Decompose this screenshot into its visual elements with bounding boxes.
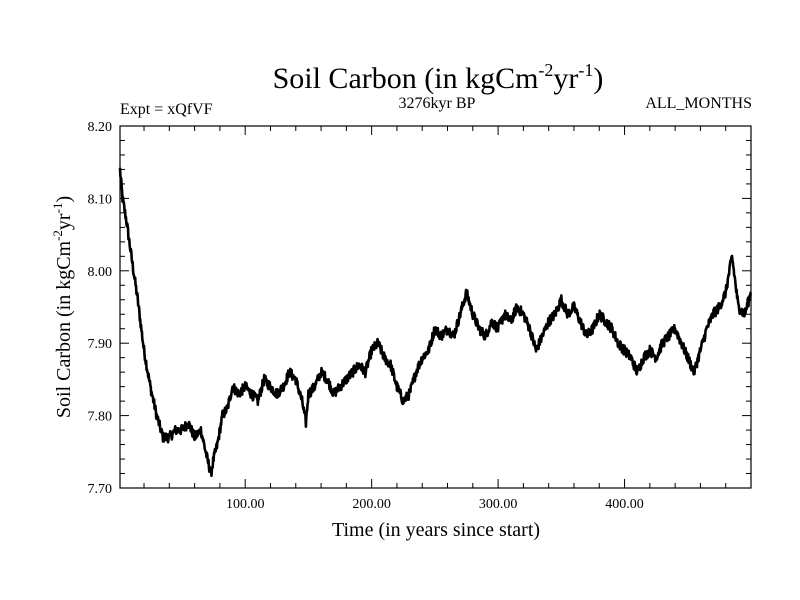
y-axis-label-sup2: -1	[50, 203, 65, 214]
chart-title-sup2: -1	[578, 60, 593, 80]
y-tick-label: 7.70	[88, 482, 113, 497]
y-axis-ticks	[120, 125, 751, 489]
y-axis-tick-labels: 7.70 7.80 7.90 8.00 8.10 8.20	[88, 120, 113, 497]
period-label: 3276kyr BP	[399, 95, 476, 112]
series-line-soil-carbon	[118, 167, 752, 478]
chart-title: Soil Carbon (in kgCm-2yr-1)	[273, 60, 604, 95]
chart-title-mid: yr	[553, 62, 578, 95]
plot-frame	[119, 125, 752, 489]
y-tick-label: 7.90	[88, 337, 113, 352]
x-tick-label: 100.00	[226, 497, 265, 512]
y-axis-label: Soil Carbon (in kgCm-2yr-1)	[50, 196, 75, 418]
x-axis-label: Time (in years since start)	[332, 519, 540, 541]
y-axis-label-mid: yr	[53, 213, 75, 230]
months-label: ALL_MONTHS	[645, 95, 752, 112]
y-tick-label: 8.20	[88, 120, 113, 135]
experiment-label: Expt = xQfVF	[120, 101, 213, 118]
x-tick-label: 300.00	[479, 497, 518, 512]
y-axis-label-sup1: -2	[50, 230, 65, 241]
y-tick-label: 8.10	[88, 192, 113, 207]
chart-title-sup1: -2	[538, 60, 553, 80]
chart-title-end: )	[593, 62, 603, 95]
chart-title-main: Soil Carbon (in kgCm	[273, 62, 539, 95]
x-axis-tick-labels: 100.00 200.00 300.00 400.00	[226, 497, 644, 512]
y-tick-label: 8.00	[88, 265, 113, 280]
x-axis-ticks	[143, 126, 727, 488]
x-tick-label: 400.00	[605, 497, 644, 512]
y-axis-label-end: )	[53, 196, 75, 203]
y-tick-label: 7.80	[88, 410, 113, 425]
y-axis-label-main: Soil Carbon (in kgCm	[53, 240, 75, 418]
x-tick-label: 200.00	[352, 497, 391, 512]
